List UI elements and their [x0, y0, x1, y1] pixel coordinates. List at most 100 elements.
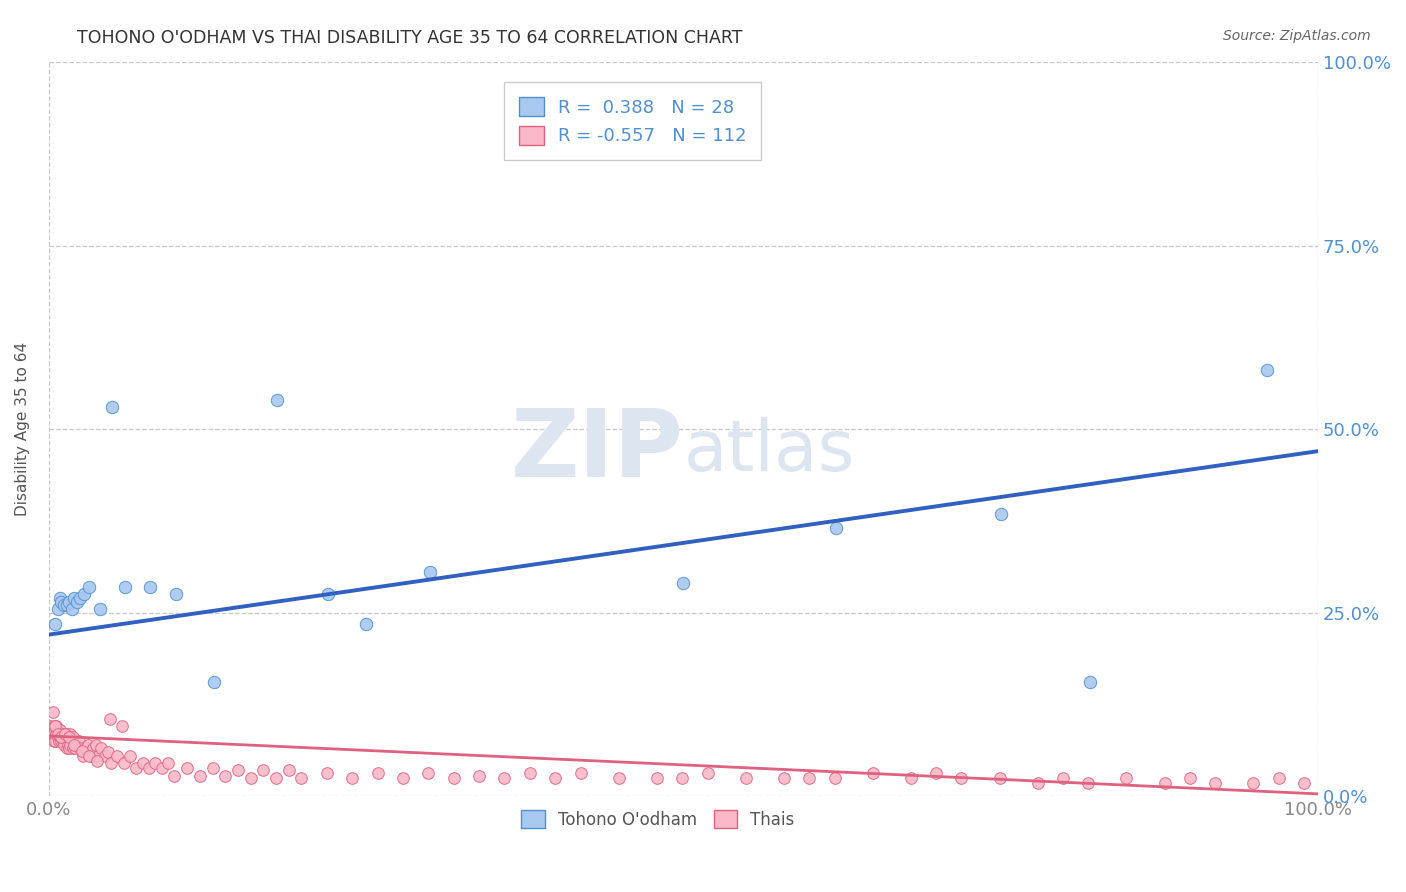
- Point: [239, 771, 262, 785]
- Point: [51, 731, 73, 745]
- Point: [367, 765, 389, 780]
- Point: [101, 400, 124, 414]
- Point: [49, 731, 72, 745]
- Point: [138, 761, 160, 775]
- Point: [925, 765, 948, 780]
- Point: [188, 768, 211, 782]
- Point: [53, 599, 76, 613]
- Point: [100, 756, 122, 770]
- Point: [56, 731, 79, 745]
- Point: [1256, 363, 1278, 377]
- Point: [734, 771, 756, 785]
- Point: [75, 741, 97, 756]
- Point: [150, 761, 173, 775]
- Point: [46, 727, 69, 741]
- Point: [55, 741, 77, 756]
- Point: [1241, 776, 1264, 790]
- Point: [900, 771, 922, 785]
- Point: [950, 771, 973, 785]
- Point: [62, 741, 84, 756]
- Point: [69, 741, 91, 756]
- Point: [49, 723, 72, 737]
- Point: [202, 675, 225, 690]
- Point: [58, 594, 80, 608]
- Point: [65, 741, 87, 756]
- Point: [48, 734, 70, 748]
- Point: [201, 761, 224, 775]
- Point: [97, 745, 120, 759]
- Point: [60, 602, 83, 616]
- Point: [49, 591, 72, 605]
- Point: [1268, 771, 1291, 785]
- Point: [51, 594, 73, 608]
- Point: [316, 587, 339, 601]
- Point: [165, 587, 187, 601]
- Point: [468, 768, 491, 782]
- Point: [93, 748, 115, 763]
- Point: [86, 754, 108, 768]
- Point: [290, 771, 312, 785]
- Point: [44, 616, 66, 631]
- Point: [114, 580, 136, 594]
- Point: [98, 712, 121, 726]
- Point: [112, 756, 135, 770]
- Legend: Tohono O'odham, Thais: Tohono O'odham, Thais: [515, 804, 801, 836]
- Point: [824, 521, 846, 535]
- Point: [51, 731, 73, 745]
- Point: [63, 591, 86, 605]
- Point: [59, 738, 82, 752]
- Point: [145, 756, 167, 770]
- Point: [59, 727, 82, 741]
- Point: [66, 738, 89, 752]
- Point: [1178, 771, 1201, 785]
- Point: [66, 594, 89, 608]
- Point: [79, 580, 101, 594]
- Point: [41, 727, 63, 741]
- Point: [252, 764, 274, 778]
- Point: [1052, 771, 1074, 785]
- Point: [696, 765, 718, 780]
- Point: [163, 768, 186, 782]
- Point: [1294, 776, 1316, 790]
- Point: [82, 741, 104, 756]
- Point: [48, 727, 70, 741]
- Point: [52, 734, 75, 748]
- Point: [418, 765, 440, 780]
- Point: [39, 719, 62, 733]
- Point: [45, 727, 67, 741]
- Point: [125, 761, 148, 775]
- Point: [44, 719, 66, 733]
- Point: [39, 723, 62, 737]
- Point: [67, 734, 90, 748]
- Point: [41, 705, 63, 719]
- Point: [772, 771, 794, 785]
- Point: [1115, 771, 1137, 785]
- Point: [53, 738, 76, 752]
- Point: [176, 761, 198, 775]
- Point: [55, 727, 77, 741]
- Point: [46, 731, 69, 745]
- Point: [52, 727, 75, 741]
- Point: [46, 723, 69, 737]
- Point: [519, 765, 541, 780]
- Point: [58, 741, 80, 756]
- Point: [494, 771, 516, 785]
- Point: [264, 771, 287, 785]
- Point: [645, 771, 668, 785]
- Point: [55, 599, 77, 613]
- Point: [671, 771, 693, 785]
- Point: [672, 576, 695, 591]
- Point: [87, 748, 110, 763]
- Point: [1204, 776, 1226, 790]
- Point: [340, 771, 363, 785]
- Point: [111, 719, 134, 733]
- Point: [214, 768, 236, 782]
- Point: [63, 738, 86, 752]
- Point: [392, 771, 415, 785]
- Point: [443, 771, 465, 785]
- Point: [53, 727, 76, 741]
- Point: [44, 723, 66, 737]
- Text: ZIP: ZIP: [510, 405, 683, 497]
- Point: [266, 392, 288, 407]
- Point: [45, 719, 67, 733]
